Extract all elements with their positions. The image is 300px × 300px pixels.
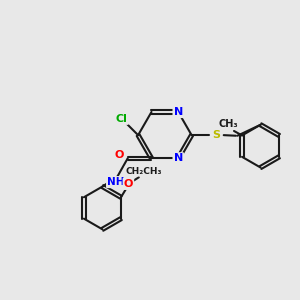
Text: NH: NH (107, 177, 124, 187)
Text: O: O (124, 179, 133, 189)
Text: N: N (174, 153, 183, 163)
Text: CH₂CH₃: CH₂CH₃ (125, 167, 161, 176)
Text: O: O (115, 150, 124, 160)
Text: CH₃: CH₃ (219, 119, 238, 129)
Text: N: N (174, 107, 183, 117)
Text: S: S (213, 130, 220, 140)
Text: Cl: Cl (116, 114, 128, 124)
